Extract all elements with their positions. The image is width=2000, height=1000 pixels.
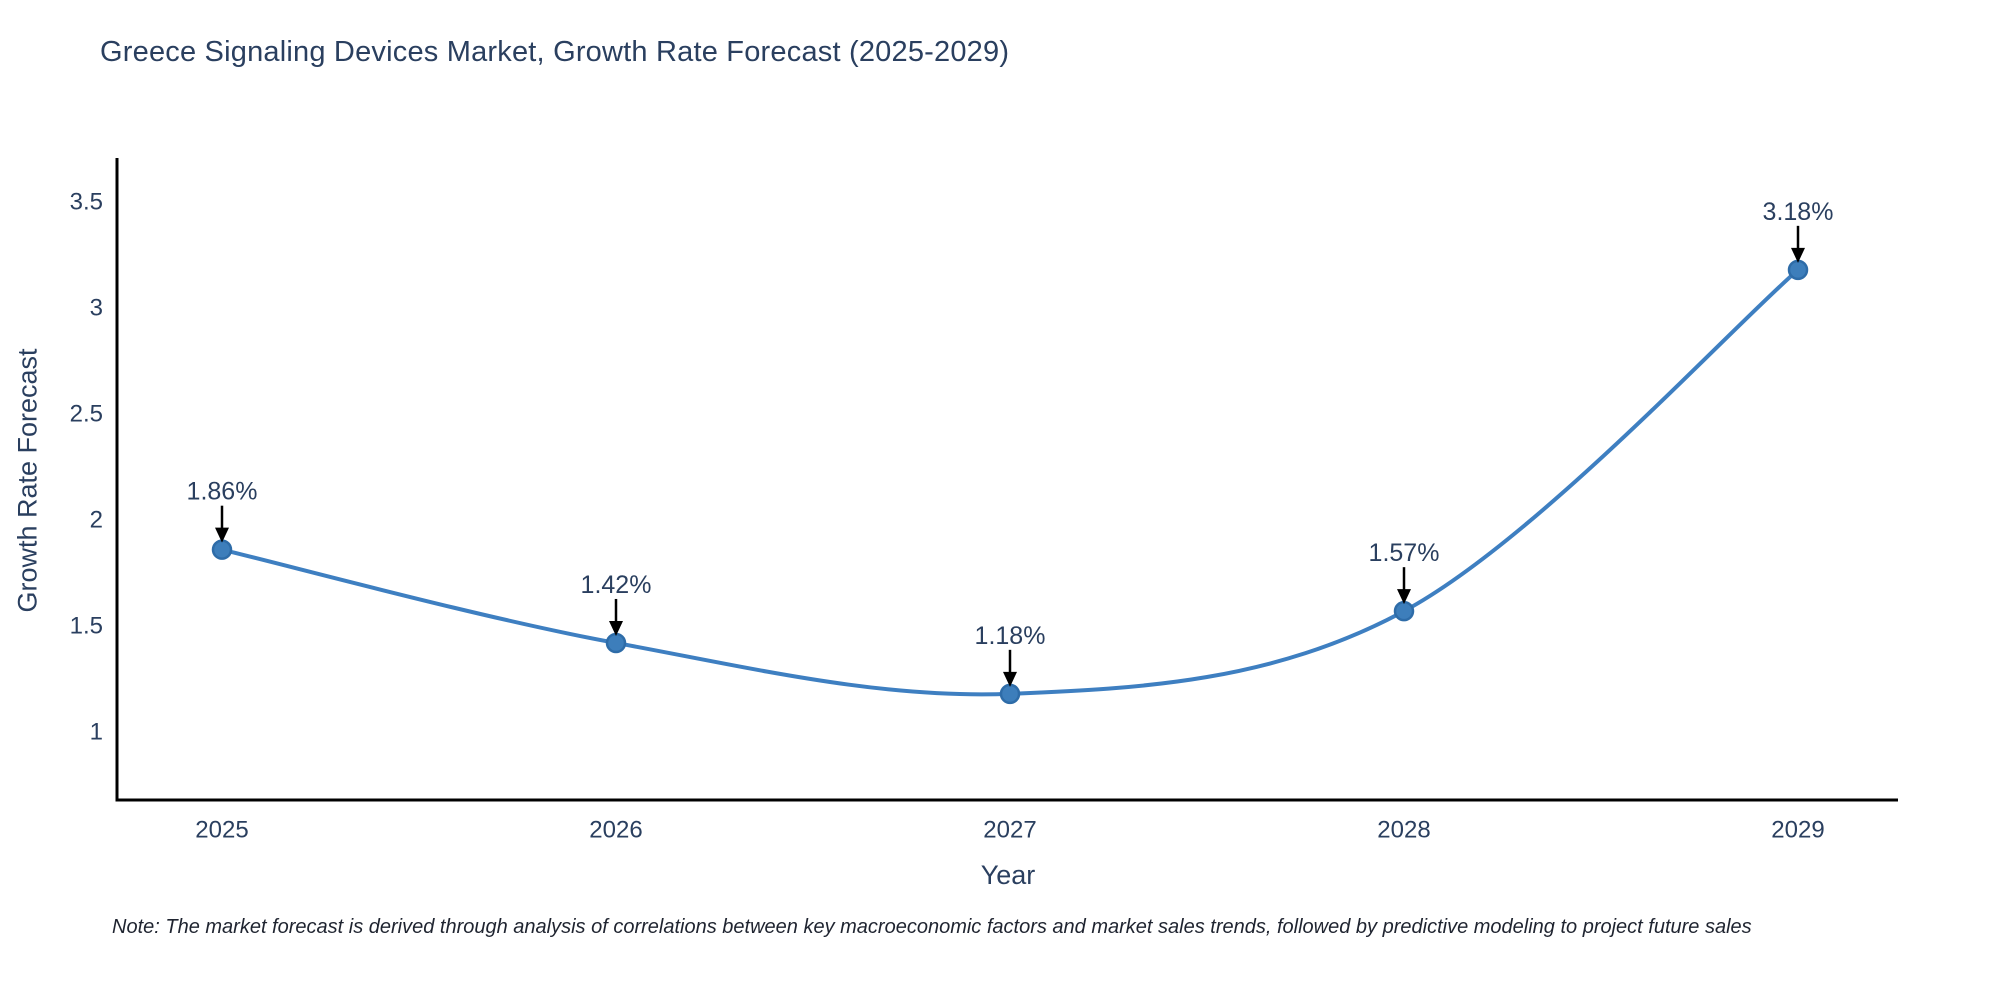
annotation-arrowhead xyxy=(1791,247,1805,263)
y-tick-label: 2.5 xyxy=(70,401,103,428)
annotation-label: 1.86% xyxy=(187,478,258,506)
x-tick-label: 2025 xyxy=(195,817,248,844)
x-tick-label: 2027 xyxy=(983,817,1036,844)
annotation-label: 1.18% xyxy=(975,622,1046,650)
x-tick-label: 2028 xyxy=(1377,817,1430,844)
y-tick-label: 2 xyxy=(90,507,103,534)
y-tick-label: 3.5 xyxy=(70,189,103,216)
chart-title: Greece Signaling Devices Market, Growth … xyxy=(100,36,1010,68)
data-point-marker[interactable] xyxy=(1787,259,1809,281)
annotation-arrowhead xyxy=(215,527,229,543)
annotation-arrowhead xyxy=(1003,671,1017,687)
data-point-marker[interactable] xyxy=(211,539,233,560)
y-tick-label: 1.5 xyxy=(70,613,103,640)
data-point-marker[interactable] xyxy=(605,632,627,654)
x-tick-label: 2029 xyxy=(1771,817,1824,844)
data-point-marker[interactable] xyxy=(999,683,1021,705)
annotation-arrowhead xyxy=(1397,589,1411,605)
x-axis-title: Year xyxy=(980,860,1036,890)
data-point-marker[interactable] xyxy=(1393,600,1415,622)
footnote: Note: The market forecast is derived thr… xyxy=(112,916,1752,938)
annotation-label: 1.57% xyxy=(1369,539,1440,567)
axis-lines xyxy=(115,158,1898,802)
x-tick-label: 2026 xyxy=(589,817,642,844)
annotation-label: 1.42% xyxy=(581,571,652,599)
y-tick-label: 3 xyxy=(90,295,103,322)
annotation-arrowhead xyxy=(609,620,623,636)
annotation-label: 3.18% xyxy=(1763,198,1834,226)
y-tick-label: 1 xyxy=(90,719,103,746)
